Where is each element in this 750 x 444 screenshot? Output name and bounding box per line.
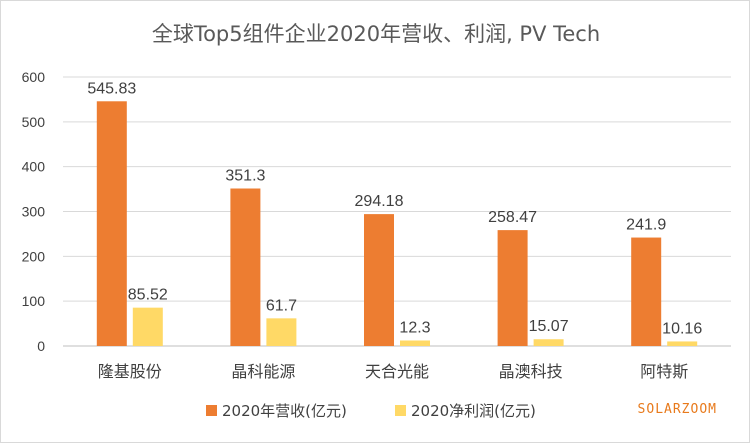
data-label-revenue: 241.9 (626, 217, 666, 234)
y-tick-label: 200 (22, 248, 46, 264)
data-label-profit: 15.07 (529, 318, 569, 335)
legend-swatch-profit (395, 405, 406, 416)
data-labels: 545.83 85.52 351.3 61.7 294.18 12.3 258.47 15.0… (87, 80, 702, 337)
data-label-profit: 12.3 (399, 319, 430, 336)
y-tick-label: 100 (22, 293, 46, 309)
y-tick-label: 600 (22, 69, 46, 85)
data-label-revenue: 351.3 (225, 168, 265, 185)
data-label-profit: 61.7 (266, 297, 297, 314)
x-category-label: 晶澳科技 (499, 362, 563, 381)
x-category-label: 晶科能源 (231, 362, 295, 381)
y-tick-label: 0 (37, 338, 45, 354)
watermark-logo: SOLARZOOM (638, 402, 717, 417)
y-axis-ticks: 0 100 200 300 400 500 600 (22, 69, 46, 354)
data-label-profit: 85.52 (128, 287, 168, 304)
data-label-revenue: 294.18 (355, 193, 404, 210)
x-axis-categories: 隆基股份 晶科能源 天合光能 晶澳科技 阿特斯 (98, 362, 688, 381)
y-tick-label: 300 (22, 204, 46, 220)
y-tick-label: 500 (22, 114, 46, 130)
chart-title: 全球Top5组件企业2020年营收、利润, PV Tech (152, 22, 600, 46)
bar-revenue (96, 101, 127, 346)
y-tick-label: 400 (22, 159, 46, 175)
bar-profit (667, 341, 698, 346)
bar-revenue (230, 188, 261, 346)
bar-profit (400, 340, 430, 346)
legend-swatch-revenue (206, 405, 217, 416)
bar-revenue (497, 230, 528, 346)
x-category-label: 阿特斯 (640, 362, 688, 381)
x-category-label: 隆基股份 (98, 362, 162, 381)
bar-revenue (364, 214, 394, 346)
legend-label-profit: 2020净利润(亿元) (411, 402, 536, 420)
x-category-label: 天合光能 (365, 362, 429, 381)
data-label-revenue: 258.47 (488, 209, 537, 226)
grid-lines (63, 76, 731, 302)
bar-profit (266, 318, 297, 346)
bars (96, 101, 698, 346)
bar-revenue (631, 237, 662, 346)
bar-profit (132, 307, 163, 346)
data-label-revenue: 545.83 (87, 80, 136, 97)
legend-label-revenue: 2020年营收(亿元) (222, 402, 347, 420)
legend: 2020年营收(亿元) 2020净利润(亿元) (206, 402, 536, 420)
data-label-profit: 10.16 (662, 320, 702, 337)
bar-profit (533, 339, 564, 346)
